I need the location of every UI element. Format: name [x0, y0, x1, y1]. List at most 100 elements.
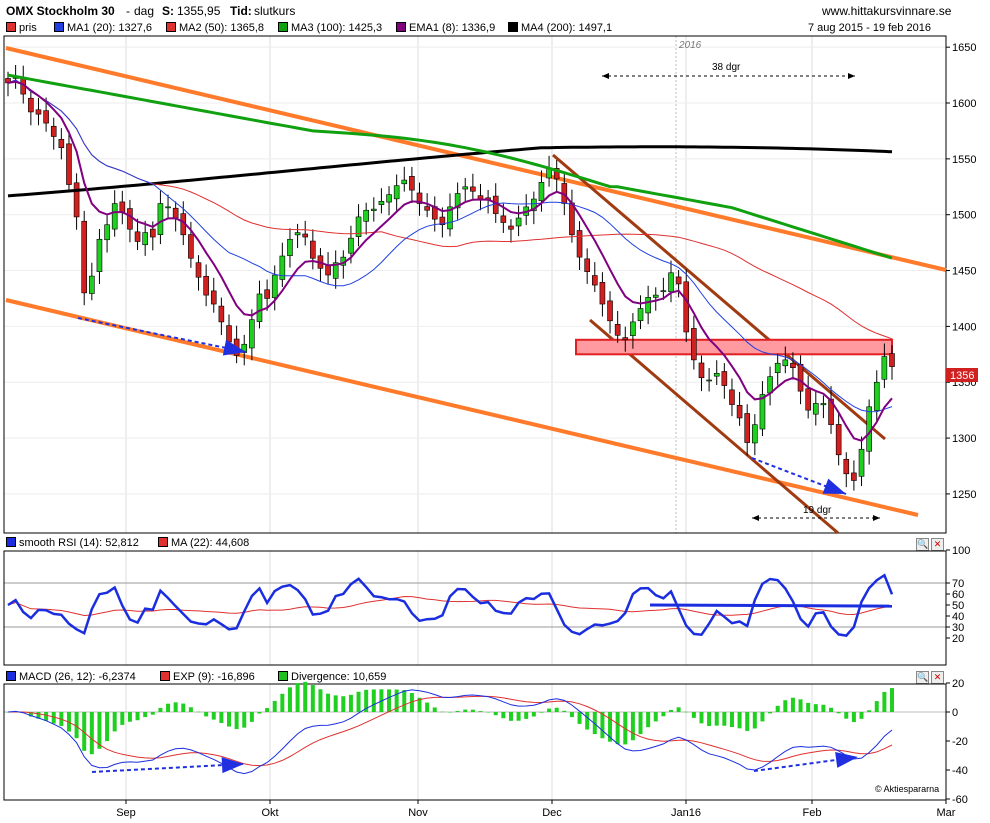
year-label: 2016 — [678, 40, 702, 51]
last-price-label: 1356 — [950, 370, 974, 382]
legend-swatch — [166, 22, 176, 32]
legend-swatch — [158, 537, 168, 547]
divergence-bar — [669, 710, 673, 712]
y-tick-label: 1250 — [952, 489, 976, 501]
candle-body — [203, 275, 209, 296]
divergence-bar — [882, 691, 887, 712]
candle-body — [142, 232, 148, 246]
divergence-bar — [646, 712, 651, 728]
candle-body — [531, 198, 537, 212]
close-value: 1355,95 — [177, 4, 221, 18]
candle-body — [5, 78, 11, 84]
divergence-bar — [364, 689, 369, 712]
divergence-bar — [326, 693, 331, 712]
date-range: 7 aug 2015 - 19 feb 2016 — [808, 22, 931, 34]
period-separator: - — [126, 4, 130, 18]
divergence-bar — [867, 710, 872, 712]
divergence-bar — [600, 712, 605, 739]
divergence-arrow-macd-1 — [91, 763, 245, 773]
divergence-bar — [729, 712, 734, 728]
divergence-bar — [463, 709, 468, 712]
candle-body — [264, 289, 270, 299]
candle-body — [752, 424, 758, 444]
candle-body — [119, 201, 126, 213]
time-label: Tid: — [230, 4, 252, 18]
divergence-bar — [227, 712, 231, 727]
candle-body — [614, 324, 621, 336]
divergence-bar — [851, 712, 856, 723]
divergence-bar — [127, 712, 132, 722]
span-38-days-left-head — [602, 73, 609, 79]
candle-body — [439, 216, 446, 226]
y-tick-label: -60 — [952, 794, 968, 806]
divergence-bar — [120, 712, 125, 725]
divergence-bar — [242, 712, 247, 728]
candle-body — [790, 362, 796, 369]
chart-header: OMX Stockholm 30 - dag S: 1355,95 Tid: s… — [0, 0, 990, 20]
divergence-bar — [615, 712, 620, 745]
divergence-bar — [760, 712, 765, 722]
legend-label: EXP (9): -16,896 — [173, 671, 255, 683]
legend-label: Divergence: 10,659 — [291, 671, 387, 683]
last-price-box — [946, 368, 978, 382]
span-19-days-right-head — [873, 515, 880, 521]
y-tick-label: -20 — [952, 736, 968, 748]
candle-body — [271, 274, 278, 298]
legend-rsi-ma: MA (22): 44,608 — [158, 537, 249, 549]
y-tick-label: 100 — [952, 545, 970, 557]
candle-body — [835, 424, 842, 456]
divergence-bar — [36, 712, 41, 719]
divergence-bar — [524, 712, 529, 719]
ma2-line — [7, 79, 893, 340]
candle-body — [538, 182, 545, 202]
divergence-bar — [356, 691, 361, 712]
y-tick-label: 1300 — [952, 433, 976, 445]
y-tick-label: 0 — [952, 707, 958, 719]
ema1-line — [7, 80, 893, 442]
macd-signal-line — [7, 695, 893, 767]
candle-body — [873, 381, 880, 411]
legend-ma1: MA1 (20): 1327,6 — [54, 22, 152, 34]
candle-body — [58, 138, 65, 148]
channel-lower-line — [5, 298, 919, 517]
candle-body — [630, 321, 636, 336]
legend-price: pris — [6, 22, 37, 34]
divergence-bar — [745, 712, 750, 731]
divergence-bar — [501, 712, 506, 719]
divergence-bar — [188, 707, 193, 712]
candle-body — [210, 290, 217, 305]
divergence-bar — [783, 700, 788, 712]
candle-body — [111, 203, 118, 230]
divergence-bar — [691, 712, 696, 718]
candle-body — [218, 305, 225, 323]
y-tick-label: 1500 — [952, 210, 976, 222]
candle-body — [820, 403, 827, 406]
divergence-bar — [272, 700, 277, 712]
legend-swatch — [6, 22, 16, 32]
x-tick-label: Sep — [116, 807, 136, 819]
divergence-bar — [135, 712, 140, 721]
divergence-bar — [51, 712, 56, 724]
divergence-bar — [829, 707, 834, 712]
divergence-bar — [699, 712, 704, 724]
divergence-bar — [638, 712, 643, 735]
candle-body — [409, 176, 415, 191]
divergence-bar — [569, 712, 574, 718]
divergence-arrow-price-2-head — [822, 478, 846, 494]
candle-body — [851, 472, 857, 481]
divergence-bar — [341, 696, 346, 712]
candle-body — [645, 297, 651, 314]
candle-body — [500, 215, 507, 223]
span-19-days-left-head — [752, 515, 759, 521]
candle-body — [805, 388, 811, 411]
price-legend: pris MA1 (20): 1327,6 MA2 (50): 1365,8 M… — [6, 22, 946, 36]
divergence-bar — [768, 712, 773, 714]
candle-body — [104, 224, 110, 241]
legend-label: MACD (26, 12): -6,2374 — [19, 671, 136, 683]
candle-body — [584, 258, 590, 272]
y-tick-label: 20 — [952, 678, 964, 690]
y-tick-label: 1400 — [952, 321, 976, 333]
candle-body — [195, 262, 202, 278]
instrument-title: OMX Stockholm 30 — [6, 4, 115, 18]
candle-body — [279, 255, 286, 280]
